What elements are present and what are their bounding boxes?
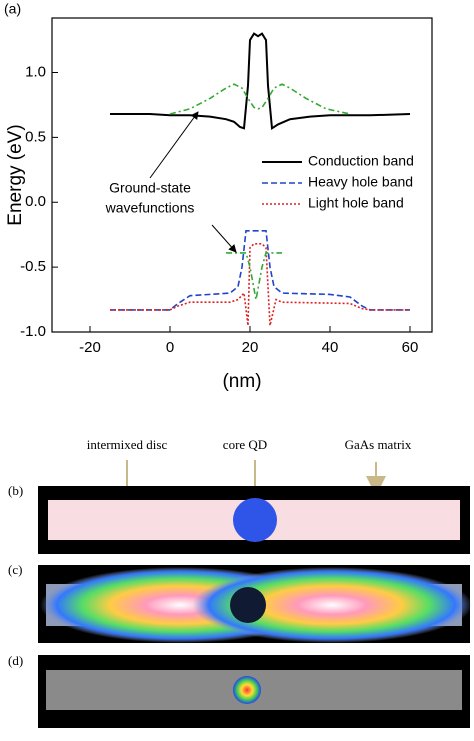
legend-label: Conduction band [308,153,414,169]
chart: -20 0 20 40 60 -1.0 -0.5 0.0 0.5 1.0 (nm) Energy (e… [5,17,433,392]
core-qd [230,587,266,623]
panel-label: (d) [8,653,23,668]
plot-frame [51,17,433,333]
series-line [110,32,411,131]
electron-density [192,567,472,643]
y-tick-label: 1.0 [25,63,46,80]
series-line [226,252,282,300]
annotation: wavefunctions [105,200,195,216]
image-label: intermixed disc [87,437,168,452]
core-qd [233,498,277,542]
x-tick-label: -20 [79,339,101,356]
annotation-arrow [149,111,199,179]
series-line [110,230,410,311]
x-axis-label: (nm) [222,371,261,392]
legend-label: Light hole band [308,195,404,211]
image-label: core QD [223,437,267,452]
annotation: Ground-state [109,180,191,196]
x-tick-label: 20 [242,339,259,356]
panel-label: (c) [8,562,22,577]
y-tick-label: 0.5 [25,128,46,145]
panel-label: (a) [4,1,21,17]
image-label: GaAs matrix [345,437,412,452]
x-tick-label: 60 [402,339,419,356]
y-tick-label: -0.5 [20,258,46,275]
y-axis-label: Energy (eV) [5,124,26,225]
series-line [169,83,351,115]
hole-density [233,676,261,704]
y-tick-label: 0.0 [25,193,46,210]
legend-label: Heavy hole band [308,174,413,190]
x-tick-label: 0 [166,339,174,356]
series-line [110,243,410,326]
annotation-arrow [211,224,237,253]
panel-label: (b) [8,483,23,498]
y-tick-label: -1.0 [20,323,46,340]
x-tick-label: 40 [322,339,339,356]
